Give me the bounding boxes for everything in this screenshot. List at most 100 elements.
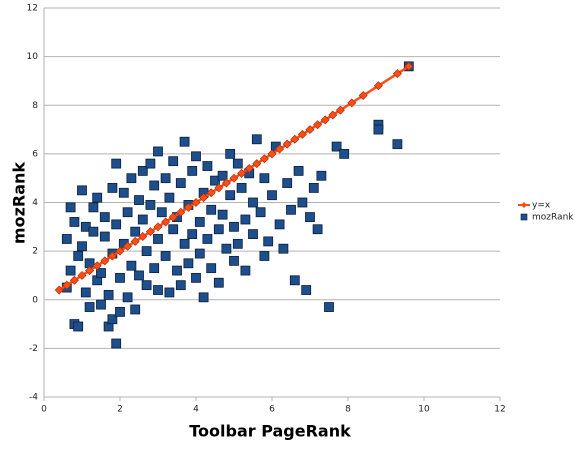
diamond-marker xyxy=(392,69,402,79)
scatter-point xyxy=(187,165,198,176)
scatter-point xyxy=(92,192,103,203)
scatter-point xyxy=(160,173,171,184)
scatter-point xyxy=(164,192,175,203)
y-tick-label: 10 xyxy=(27,52,39,62)
scatter-point xyxy=(225,190,236,201)
scatter-point xyxy=(149,180,160,191)
scatter-point xyxy=(141,246,152,257)
scatter-point xyxy=(286,204,296,215)
y-tick-label: 6 xyxy=(32,149,38,159)
scatter-point xyxy=(153,146,163,157)
diamond-marker xyxy=(320,115,330,125)
scatter-point xyxy=(206,263,217,274)
scatter-point xyxy=(156,207,167,218)
scatter-point xyxy=(77,185,87,196)
scatter-point xyxy=(164,287,175,298)
scatter-point xyxy=(331,141,342,152)
diamond-marker xyxy=(85,266,95,276)
x-tick-label: 8 xyxy=(345,405,351,415)
scatter-point xyxy=(168,224,179,235)
diamond-marker xyxy=(313,120,323,130)
scatter-point xyxy=(240,265,251,276)
scatter-point xyxy=(255,207,266,218)
scatter-point xyxy=(312,224,323,235)
x-axis-title: Toolbar PageRank xyxy=(189,422,351,441)
diamond-marker xyxy=(267,149,277,159)
diamond-marker xyxy=(328,110,338,120)
scatter-point xyxy=(339,148,350,159)
scatter-point xyxy=(202,234,213,244)
scatter-point xyxy=(126,260,137,271)
diamond-marker xyxy=(69,275,79,285)
diamond-marker xyxy=(214,183,224,193)
diamond-marker xyxy=(77,270,87,280)
y-tick-label: 12 xyxy=(27,4,38,14)
legend-label: mozRank xyxy=(532,213,574,223)
diamond-marker xyxy=(297,129,307,139)
scatter-point xyxy=(202,161,213,171)
scatter-point xyxy=(141,280,152,291)
diamond-marker xyxy=(115,246,125,256)
diamond-marker xyxy=(358,91,368,101)
diamond-marker xyxy=(282,139,292,149)
x-tick-label: 4 xyxy=(193,405,199,415)
diamond-marker xyxy=(305,125,315,135)
scatter-point xyxy=(88,226,99,237)
scatter-point xyxy=(115,307,125,317)
scatter-point xyxy=(103,289,114,300)
y-tick-label: 2 xyxy=(32,247,38,257)
scatter-point xyxy=(236,183,247,193)
scatter-point xyxy=(172,265,182,276)
diamond-marker xyxy=(221,178,231,188)
diamond-marker xyxy=(347,98,357,108)
scatter-point xyxy=(217,209,228,220)
diamond-marker xyxy=(373,81,383,91)
series-1 xyxy=(61,61,414,349)
scatter-point xyxy=(221,243,232,254)
y-tick-label: 4 xyxy=(32,198,38,208)
scatter-point xyxy=(130,304,141,315)
scatter-point xyxy=(65,202,76,213)
scatter-point xyxy=(229,255,239,266)
scatter-point xyxy=(69,217,80,227)
diamond-marker xyxy=(138,232,148,242)
scatter-point xyxy=(99,212,110,222)
diamond-marker xyxy=(229,173,239,183)
scatter-point xyxy=(179,136,190,147)
scatter-point xyxy=(240,214,251,225)
diamond-marker xyxy=(62,280,72,290)
scatter-point xyxy=(168,156,179,167)
scatter-point xyxy=(61,234,72,244)
scatter-point xyxy=(84,302,95,312)
y-tick-label: 8 xyxy=(32,101,38,111)
x-tick-label: 10 xyxy=(418,405,430,415)
diamond-marker xyxy=(237,168,247,178)
scatter-point xyxy=(175,280,186,291)
diamond-marker xyxy=(404,61,414,71)
scatter-point xyxy=(160,251,171,261)
x-tick-label: 0 xyxy=(41,405,47,415)
scatter-point xyxy=(194,217,205,227)
scatter-point xyxy=(213,224,224,235)
y-tick-label: -4 xyxy=(29,393,38,403)
x-tick-label: 12 xyxy=(494,405,505,415)
x-tick-label: 2 xyxy=(117,405,123,415)
scatter-point xyxy=(145,158,156,169)
scatter-point xyxy=(122,292,133,303)
scatter-point xyxy=(183,258,194,269)
scatter-point xyxy=(118,187,129,198)
scatter-point xyxy=(126,173,137,184)
scatter-point xyxy=(122,207,133,218)
scatter-point xyxy=(149,263,160,274)
scatter-point xyxy=(232,238,243,249)
x-tick-label: 6 xyxy=(269,405,275,415)
scatter-point xyxy=(206,204,217,215)
diamond-marker xyxy=(244,163,254,173)
diamond-marker xyxy=(176,207,186,217)
diamond-marker xyxy=(183,202,193,212)
diamond-marker xyxy=(191,198,201,207)
scatter-point xyxy=(134,270,144,281)
y-tick-label: 0 xyxy=(32,295,38,305)
scatter-point xyxy=(198,292,209,303)
